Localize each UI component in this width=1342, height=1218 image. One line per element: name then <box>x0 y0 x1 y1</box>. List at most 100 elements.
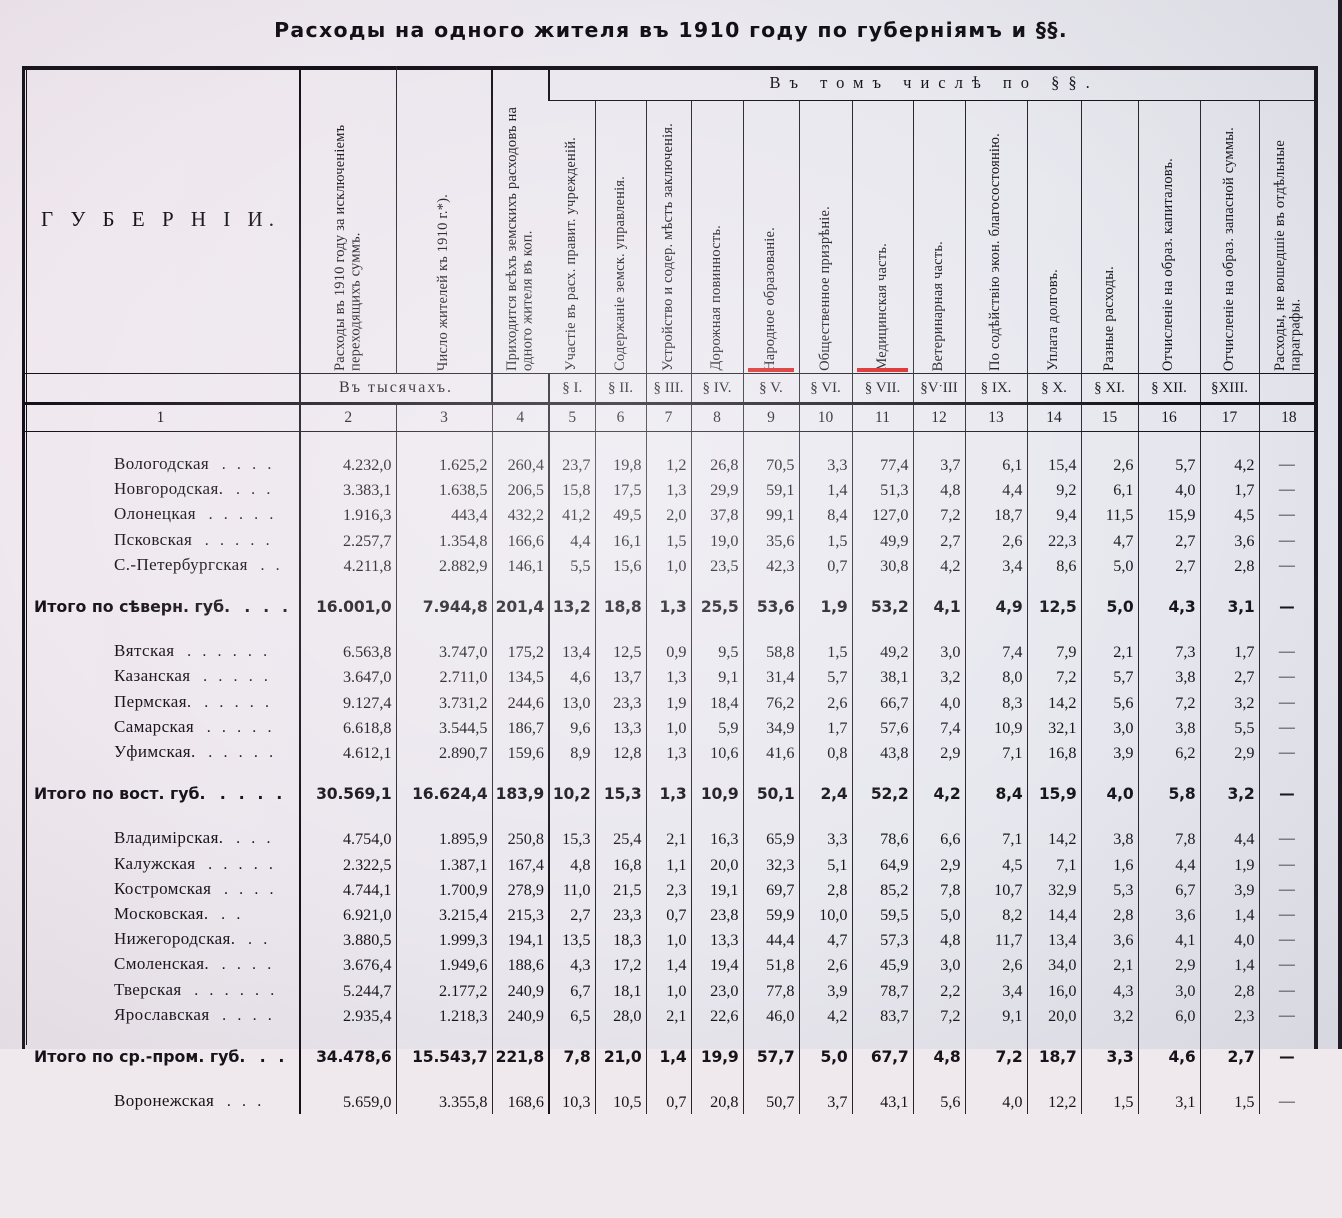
table-cell: 2,2 <box>912 977 965 1003</box>
table-cell: 4,6 <box>548 664 595 690</box>
table-cell: 127,0 <box>851 502 913 528</box>
table-cell: 1,7 <box>798 714 852 741</box>
table-cell: 77,4 <box>851 452 913 478</box>
table-cell: 4,8 <box>912 477 965 503</box>
table-cell: 168,6 <box>491 1089 549 1115</box>
table-row-total: Итого по сѣверн. губ. . . . 16.001,0 7.944… <box>22 595 1319 620</box>
table-cell: 5,0 <box>1080 552 1138 579</box>
table-cell: 2,9 <box>912 740 965 766</box>
table-cell: 1,3 <box>645 740 691 766</box>
table-cell: 69,7 <box>742 876 799 903</box>
page-title: Расходы на одного жителя въ 1910 году по… <box>274 18 1068 42</box>
table-cell: 1,5 <box>1199 1089 1259 1115</box>
table-cell: 186,7 <box>491 714 549 741</box>
table-cell: 30.569,1 <box>299 782 396 807</box>
table-cell: 2,8 <box>798 876 852 903</box>
table-cell: 5,7 <box>798 664 852 690</box>
table-cell: 0,7 <box>645 1089 691 1115</box>
table-cell: 2,9 <box>1137 952 1200 978</box>
table-cell: 4,0 <box>964 1089 1027 1115</box>
table-cell: 8,3 <box>964 689 1027 715</box>
table-cell: 1,0 <box>645 927 691 953</box>
units-thousands: Въ тысячахъ. <box>299 373 492 404</box>
table-cell: 6,7 <box>1137 876 1200 903</box>
table-cell: 3,1 <box>1137 1089 1200 1115</box>
table-cell: 166,6 <box>491 527 549 553</box>
table-cell: 4.612,1 <box>299 740 396 766</box>
table-cell: 2,6 <box>1080 452 1138 478</box>
row-label: Вятская . . . . . . <box>114 641 271 661</box>
table-cell: 20,0 <box>690 851 743 877</box>
table-cell: 5,7 <box>1080 664 1138 690</box>
row-spacer <box>22 1069 1319 1090</box>
table-row: Смоленская. . . . . 3.676,4 1.949,6 188,6 4,… <box>22 952 1319 978</box>
table-cell: 134,5 <box>491 664 549 690</box>
table-cell: 206,5 <box>491 477 549 503</box>
table-row: Калужская . . . . . 2.322,5 1.387,1 167,4 4,… <box>22 851 1319 877</box>
table-cell: 16,1 <box>594 527 646 553</box>
table-cell: 23,7 <box>548 452 595 478</box>
table-cell: 1,0 <box>645 552 691 579</box>
table-cell: 15,9 <box>1026 782 1081 807</box>
header-col2: Расходы въ 1910 году за исключеніемъ пер… <box>299 66 396 374</box>
table-cell: 1,1 <box>645 851 691 877</box>
cell-empty-dash: — <box>1258 740 1319 766</box>
cell-empty-dash: — <box>1258 527 1319 553</box>
table-cell: 6.563,8 <box>299 639 396 665</box>
table-cell: 22,3 <box>1026 527 1081 553</box>
colnum-7: 7 <box>645 402 691 432</box>
table-cell: 1,7 <box>1199 639 1259 665</box>
table-cell: 2,6 <box>798 689 852 715</box>
table-cell: 9,2 <box>1026 477 1081 503</box>
table-cell: 7,1 <box>1026 851 1081 877</box>
cell-empty-dash: — <box>1258 552 1319 579</box>
cell-empty-dash: — <box>1258 902 1319 928</box>
leader-dots: . . . . <box>216 880 278 898</box>
table-cell: 2.711,0 <box>395 664 492 690</box>
table-cell: 4,4 <box>1199 826 1259 852</box>
highlight-underline-paragraph-7 <box>857 368 908 372</box>
table-cell: 6,5 <box>548 1002 595 1029</box>
table-cell: 6.921,0 <box>299 902 396 928</box>
table-cell: 3,1 <box>1199 595 1259 620</box>
table-cell: 78,6 <box>851 826 913 852</box>
table-cell: 12,2 <box>1026 1089 1081 1115</box>
table-cell: 76,2 <box>742 689 799 715</box>
table-cell: 14,2 <box>1026 689 1081 715</box>
table-cell: 53,2 <box>851 595 913 620</box>
table-cell: 13,5 <box>548 927 595 953</box>
table-cell: 49,9 <box>851 527 913 553</box>
table-cell: 8,4 <box>798 502 852 528</box>
table-row: Ярославская . . . . 2.935,4 1.218,3 240,9 6,… <box>22 1002 1319 1029</box>
header-col13: По содѣйствію экон. благосостоянію. <box>964 100 1027 374</box>
table-cell: 52,2 <box>851 782 913 807</box>
header-col6: Содержаніе земск. управленія. <box>594 100 646 374</box>
table-cell: 10,9 <box>690 782 743 807</box>
table-cell: 5,7 <box>1137 452 1200 478</box>
table-cell: 9.127,4 <box>299 689 396 715</box>
table-cell: 188,6 <box>491 952 549 978</box>
table-cell: 66,7 <box>851 689 913 715</box>
leader-dots: . . . . <box>214 456 275 473</box>
row-label: С.-Петербургская . . <box>114 554 284 574</box>
table-cell: 46,0 <box>742 1002 799 1029</box>
table-cell: 2,6 <box>964 952 1027 978</box>
leader-dots: . . . <box>235 597 292 617</box>
right-border <box>1338 0 1342 1049</box>
cell-empty-dash: — <box>1258 452 1319 478</box>
table-cell: 5,3 <box>1080 876 1138 903</box>
row-label: Итого по сѣверн. губ. . . . <box>34 597 292 617</box>
table-cell: 2,0 <box>645 502 691 528</box>
table-cell: 6,0 <box>1137 1002 1200 1029</box>
leader-dots: . . . . . <box>199 718 276 736</box>
table-cell: 2,9 <box>912 851 965 877</box>
row-spacer <box>22 431 1319 452</box>
table-row: Уфимская. . . . . . 4.612,1 2.890,7 159,6 8,… <box>22 740 1319 766</box>
table-cell: 51,3 <box>851 477 913 503</box>
table-cell: 2,4 <box>798 782 852 807</box>
table-cell: 51,8 <box>742 952 799 978</box>
table-cell: 50,1 <box>742 782 799 807</box>
table-cell: 1,2 <box>645 452 691 478</box>
row-spacer <box>22 578 1319 596</box>
cell-empty-dash: — <box>1258 952 1319 978</box>
